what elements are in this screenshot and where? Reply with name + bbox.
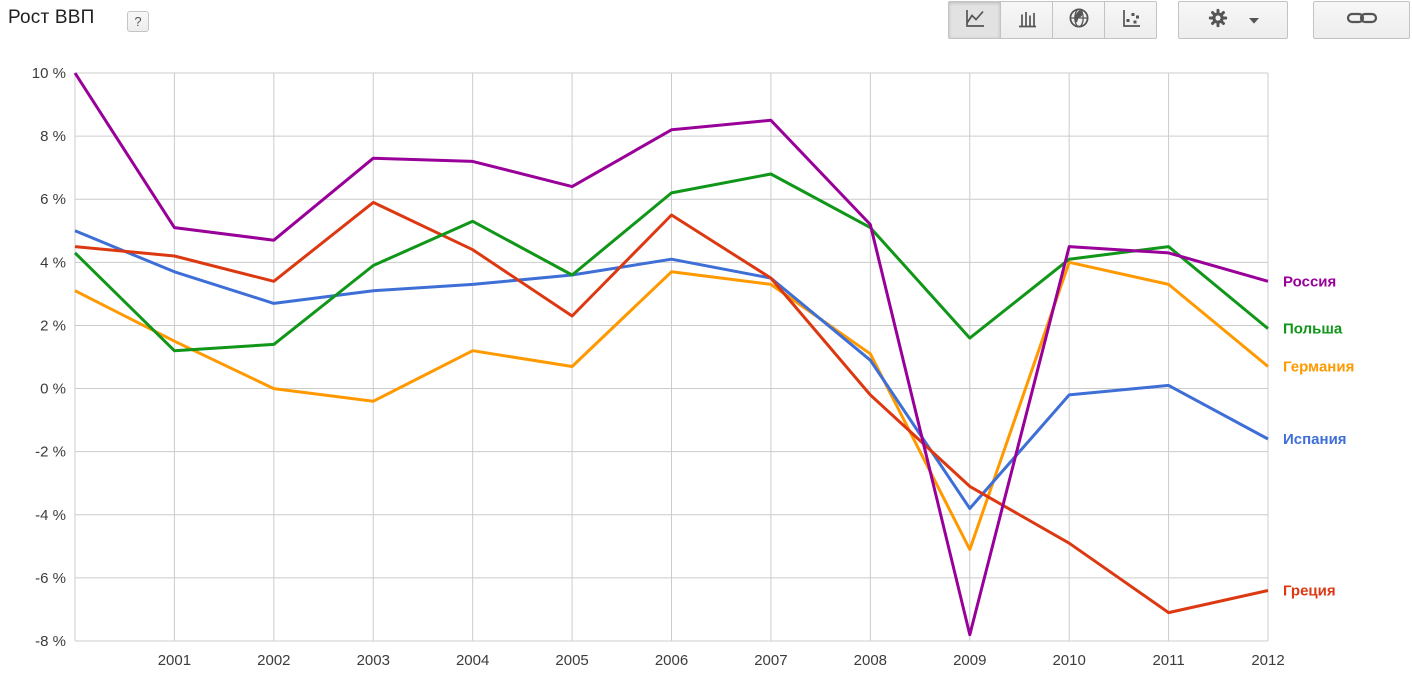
legend-label-russia[interactable]: Россия: [1283, 273, 1336, 290]
bubble-chart-button[interactable]: [1104, 1, 1157, 39]
help-button[interactable]: ?: [127, 11, 149, 32]
y-tick-label: -6 %: [35, 570, 66, 587]
y-tick-label: -4 %: [35, 507, 66, 524]
legend-label-poland[interactable]: Польша: [1283, 321, 1343, 338]
y-tick-label: -8 %: [35, 633, 66, 650]
y-tick-label: 6 %: [40, 191, 66, 208]
x-tick-label: 2005: [555, 652, 588, 669]
chart-type-button-group: [948, 1, 1157, 39]
x-axis-labels: 2001 2002 2003 2004 2005 2006 2007 2008 2009 2010…: [158, 652, 1285, 669]
x-tick-label: 2008: [854, 652, 887, 669]
x-tick-label: 2007: [754, 652, 787, 669]
line-chart-icon: [963, 6, 987, 35]
page-title: Рост ВВП: [8, 7, 95, 28]
x-tick-label: 2012: [1251, 652, 1284, 669]
gear-icon: [1207, 7, 1229, 34]
x-tick-label: 2001: [158, 652, 191, 669]
x-tick-label: 2010: [1052, 652, 1085, 669]
y-tick-label: 4 %: [40, 254, 66, 271]
legend: Россия Польша Германия Испания Греция: [1283, 273, 1354, 599]
y-tick-label: 10 %: [32, 65, 66, 82]
chevron-down-icon: [1249, 11, 1259, 29]
share-link-button[interactable]: [1313, 1, 1410, 39]
x-tick-label: 2006: [655, 652, 688, 669]
globe-icon: [1067, 6, 1091, 35]
legend-label-spain[interactable]: Испания: [1283, 431, 1347, 448]
y-tick-label: 8 %: [40, 128, 66, 145]
y-tick-label: -2 %: [35, 444, 66, 461]
y-tick-label: 0 %: [40, 381, 66, 398]
x-tick-label: 2002: [257, 652, 290, 669]
x-tick-label: 2009: [953, 652, 986, 669]
series-line-spain[interactable]: [74, 229, 1269, 510]
map-button[interactable]: [1052, 1, 1105, 39]
bar-chart-button[interactable]: [1000, 1, 1053, 39]
link-icon: [1346, 10, 1378, 31]
legend-label-germany[interactable]: Германия: [1283, 358, 1354, 375]
x-tick-label: 2004: [456, 652, 489, 669]
x-tick-label: 2003: [357, 652, 390, 669]
legend-label-greece[interactable]: Греция: [1283, 583, 1336, 600]
scatter-icon: [1119, 6, 1143, 35]
series-line-russia[interactable]: [73, 72, 1269, 637]
series-line-germany[interactable]: [74, 260, 1269, 551]
series-line-greece[interactable]: [74, 200, 1269, 615]
help-question-label: ?: [134, 14, 142, 29]
y-axis-labels: 10 % 8 % 6 % 4 % 2 % 0 % -2 % -4 % -6 % -8 %: [32, 65, 66, 650]
line-chart-button[interactable]: [948, 1, 1001, 39]
y-tick-label: 2 %: [40, 317, 66, 334]
bar-chart-icon: [1015, 6, 1039, 35]
settings-button[interactable]: [1178, 1, 1288, 39]
series-line-poland[interactable]: [73, 172, 1269, 353]
x-tick-label: 2011: [1152, 652, 1184, 669]
